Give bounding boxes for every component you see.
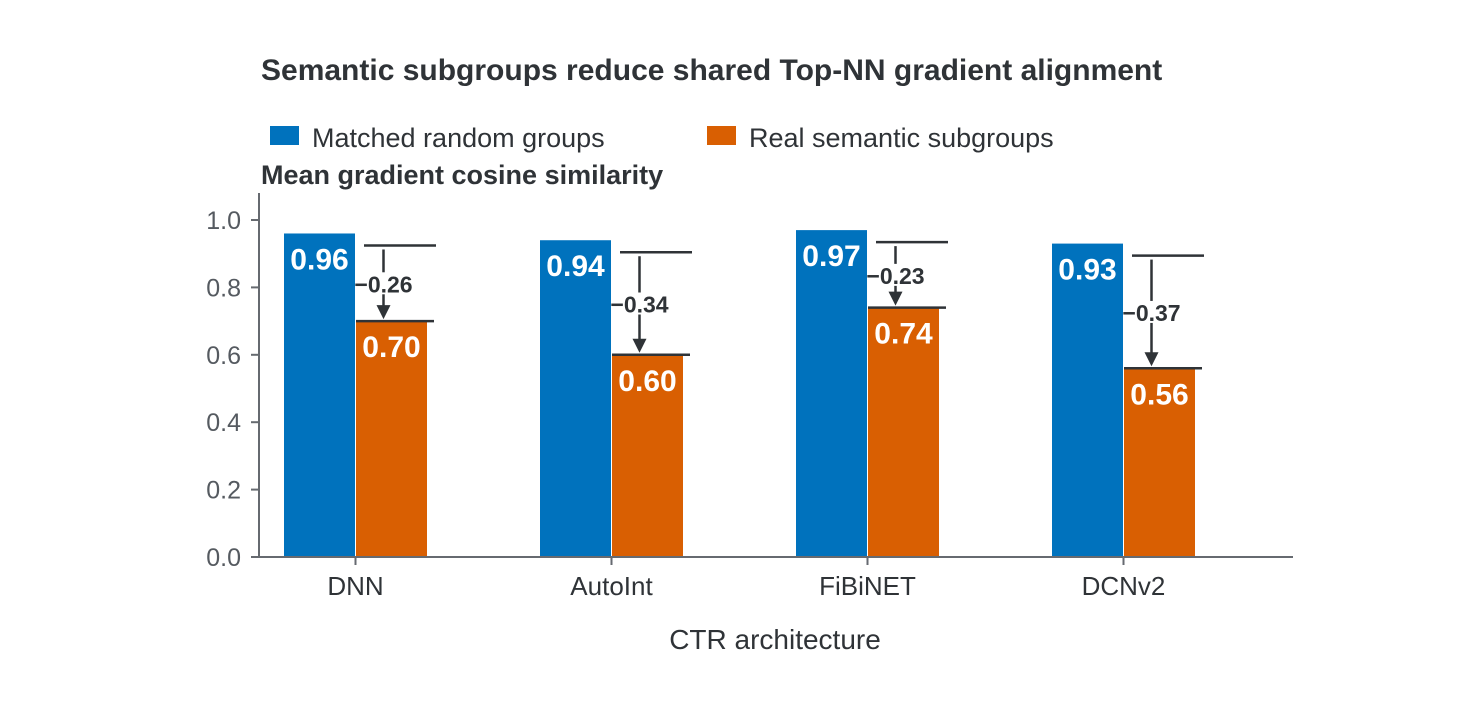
chart-title: Semantic subgroups reduce shared Top-NN … (261, 54, 1162, 87)
bar-value-label: 0.96 (290, 243, 348, 276)
x-tick-label: DNN (327, 571, 383, 601)
delta-arrow-head (888, 291, 903, 306)
legend-label-matched-random: Matched random groups (312, 123, 605, 153)
delta-label: −0.26 (354, 271, 412, 297)
y-tick-label: 0.4 (206, 409, 241, 437)
bar-value-label: 0.74 (874, 318, 933, 351)
delta-arrow-head (1144, 352, 1159, 367)
y-tick-label: 1.0 (206, 207, 241, 235)
bar-real-semantic-dcnv2 (1124, 368, 1195, 557)
y-tick-label: 0.6 (206, 342, 241, 370)
x-tick-label: AutoInt (570, 571, 653, 601)
legend-swatch-real-semantic (707, 126, 736, 145)
x-axis-label: CTR architecture (669, 624, 881, 655)
bar-real-semantic-dnn (356, 321, 427, 557)
legend: Matched random groups Real semantic subg… (270, 123, 1054, 153)
bar-matched-random-fibinet (796, 230, 867, 558)
y-axis: 0.0 0.2 0.4 0.6 0.8 1.0 (206, 193, 260, 572)
bar-matched-random-dnn (284, 233, 355, 558)
bar-value-label: 0.97 (802, 240, 860, 273)
delta-arrow-head (376, 305, 391, 320)
legend-swatch-matched-random (270, 126, 299, 145)
bar-value-label: 0.94 (546, 250, 605, 283)
delta-label: −0.23 (866, 263, 924, 289)
y-tick-label: 0.8 (206, 274, 241, 302)
delta-arrow-head (632, 338, 647, 353)
bar-value-label: 0.93 (1058, 254, 1116, 287)
bars: 0.96 0.70 0.94 0.60 0.97 0.74 0.93 0.56 (284, 230, 1195, 558)
x-tick-label: FiBiNET (819, 571, 916, 601)
bar-real-semantic-fibinet (868, 307, 939, 557)
bar-value-label: 0.70 (362, 331, 420, 364)
bar-value-label: 0.60 (618, 365, 676, 398)
bar-matched-random-autoint (540, 240, 611, 557)
y-tick-label: 0.0 (206, 544, 241, 572)
bar-value-label: 0.56 (1130, 378, 1188, 411)
bar-real-semantic-autoint (612, 354, 683, 557)
y-axis-label: Mean gradient cosine similarity (261, 160, 663, 190)
legend-label-real-semantic: Real semantic subgroups (749, 123, 1054, 153)
x-tick-label: DCNv2 (1082, 571, 1166, 601)
bar-matched-random-dcnv2 (1052, 243, 1123, 557)
delta-label: −0.37 (1122, 300, 1180, 326)
y-tick-label: 0.2 (206, 477, 241, 505)
delta-label: −0.34 (610, 292, 668, 318)
delta-annotations: −0.26 −0.34 −0.23 −0.37 (354, 240, 1204, 370)
x-axis-ticks: DNN AutoInt FiBiNET DCNv2 (327, 557, 1165, 601)
